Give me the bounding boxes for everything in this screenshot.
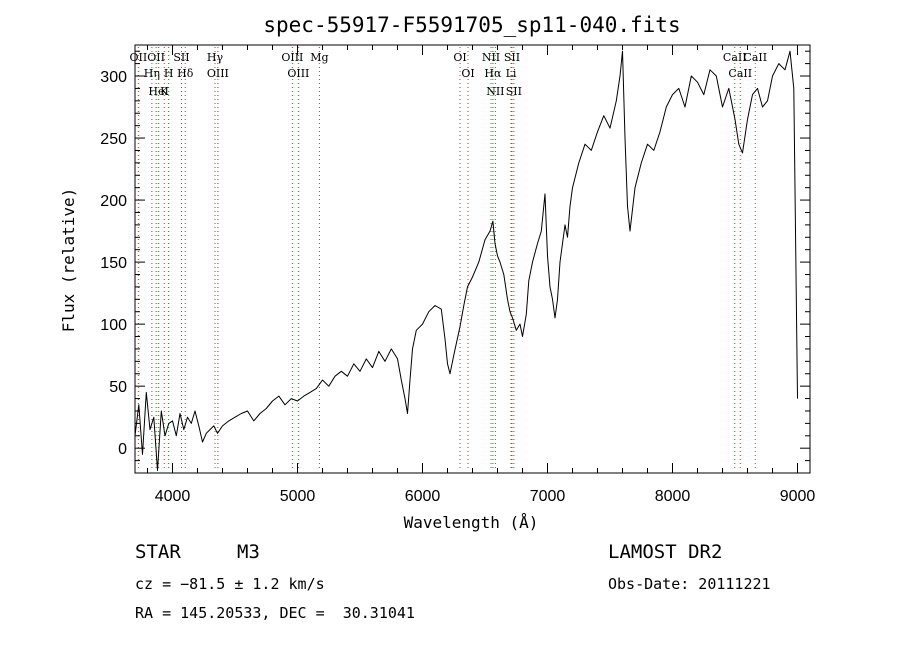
y-tick-label: 250 [100,131,127,148]
line-label: OII [147,51,165,64]
line-label: OII [130,51,148,64]
x-tick-label: 8000 [655,488,691,505]
line-label: OIII [287,67,309,80]
line-label: OIII [207,67,229,80]
line-label: OI [461,67,474,80]
x-tick-label: 9000 [780,488,816,505]
y-tick-label: 50 [109,379,127,396]
line-label: SII [173,51,189,64]
object-class: STAR [135,541,181,563]
line-label: SII [506,85,522,98]
observation-date: Obs-Date: 20111221 [608,575,771,593]
line-label: Hη [144,67,160,80]
line-label: NII [486,85,504,98]
line-label: K [160,85,169,98]
line-label: Mg [310,51,328,64]
y-tick-label: 300 [100,69,127,86]
line-label: CaII [743,51,767,64]
x-tick-label: 5000 [280,488,316,505]
line-label: Hγ [207,51,224,64]
object-subclass: M3 [237,541,260,563]
line-label: Li [506,67,517,80]
survey-name: LAMOST DR2 [608,541,723,563]
line-label: Hδ [177,67,194,80]
plot-frame [134,44,811,474]
line-label: OIII [281,51,303,64]
x-tick-label: 4000 [155,488,191,505]
spectral-line-markers [137,47,756,471]
line-label: Hα [484,67,502,80]
line-label: H [164,67,174,80]
line-label: NII [482,51,500,64]
sky-coordinates: RA = 145.20533, DEC = 30.31041 [135,604,415,622]
axis-ticks: 4000 5000 6000 7000 8000 9000 0 50 100 150 200 250 3… [100,45,815,505]
line-label: CaII [723,51,747,64]
line-label: HeI [148,85,168,98]
spectrum-series [134,50,798,471]
x-tick-label: 7000 [530,488,566,505]
y-tick-label: 0 [118,441,127,458]
y-axis-label: Flux (relative) [59,188,78,333]
line-label: OI [453,51,466,64]
x-axis-label: Wavelength (Å) [404,513,539,532]
y-tick-label: 150 [100,255,127,272]
y-tick-label: 200 [100,193,127,210]
spectrum-line [134,50,798,471]
chart-title: spec-55917-F5591705_sp11-040.fits [263,13,680,37]
line-label: SII [504,51,520,64]
line-label: CaII [728,67,752,80]
x-tick-label: 6000 [405,488,441,505]
y-tick-label: 100 [100,317,127,334]
redshift-velocity: cz = −81.5 ± 1.2 km/s [135,575,325,593]
